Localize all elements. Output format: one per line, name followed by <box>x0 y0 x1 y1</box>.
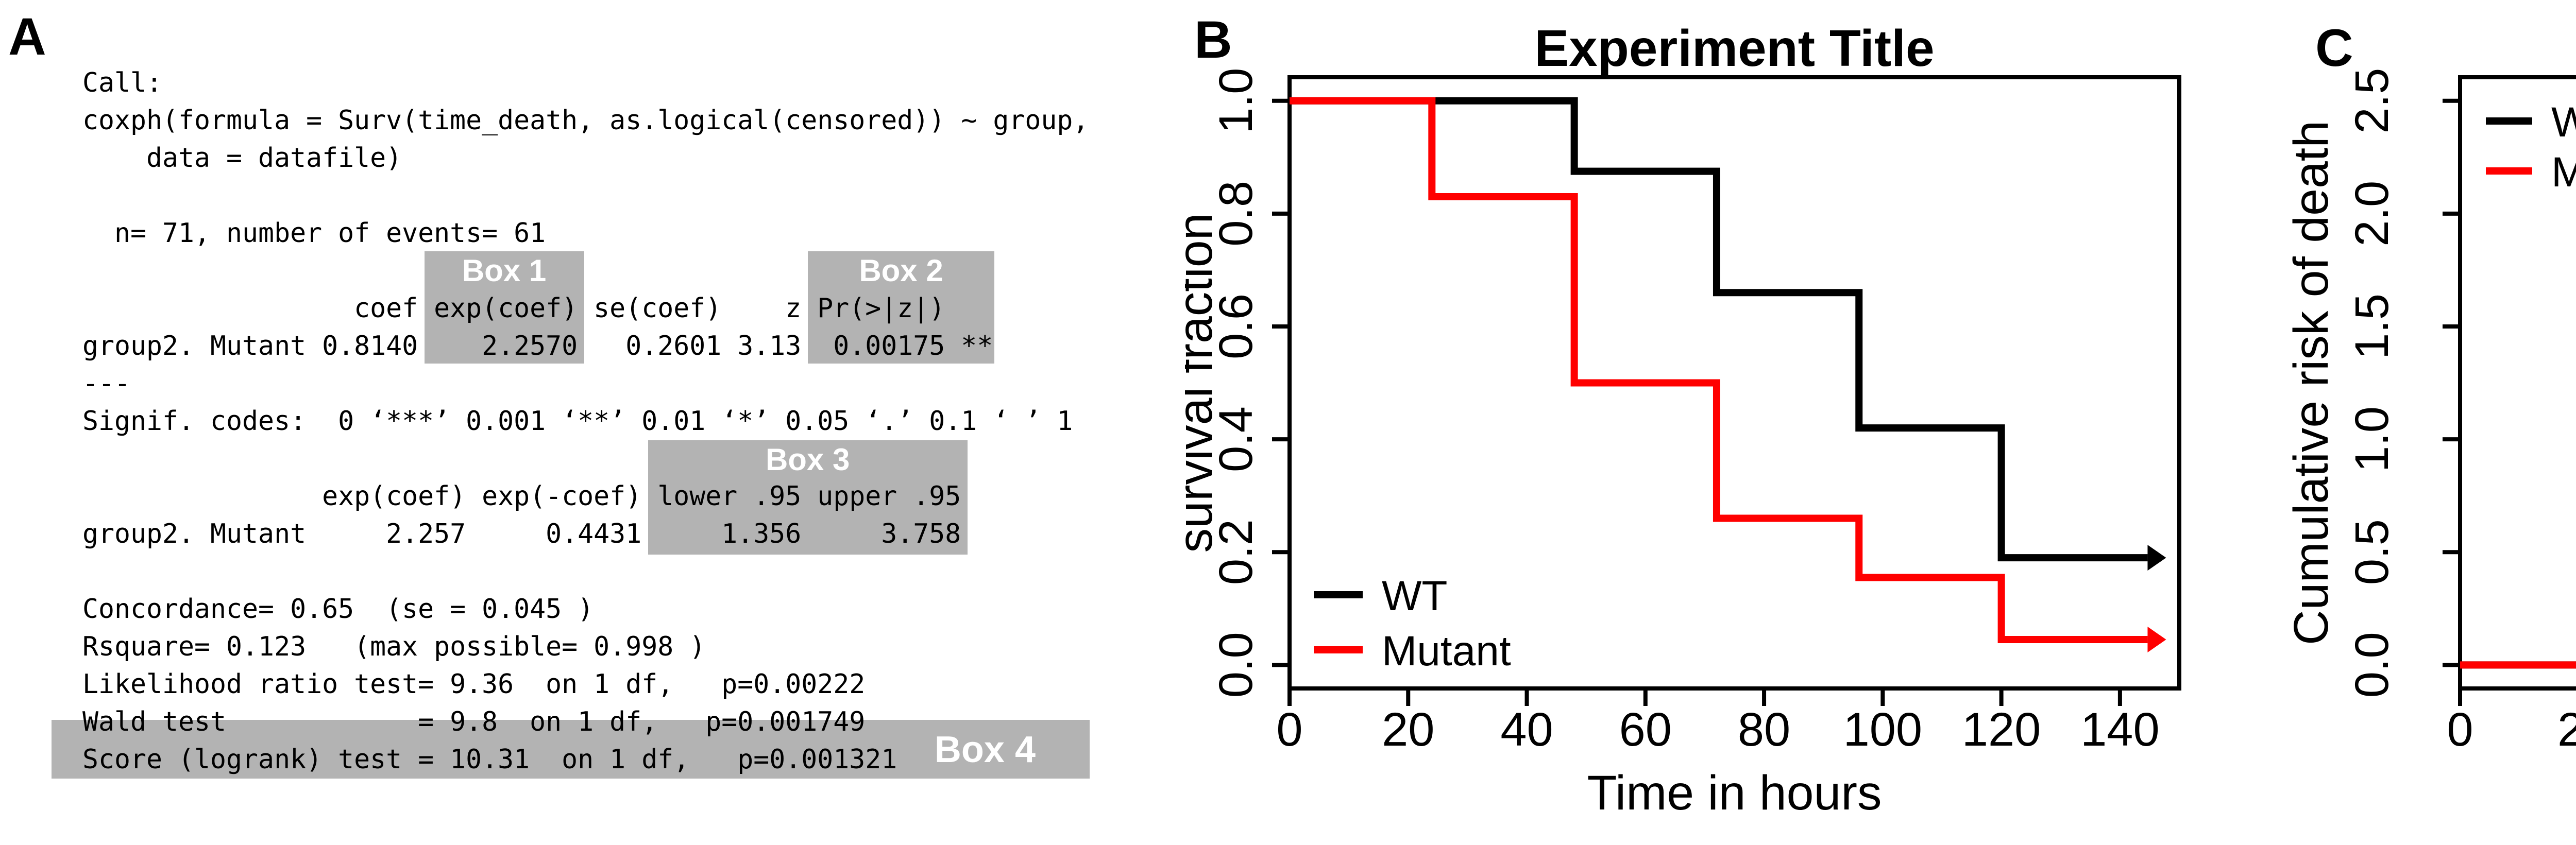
highlight-box-4-label: Box 4 <box>934 729 1036 770</box>
x-tick-label: 40 <box>1500 703 1553 756</box>
x-axis-label: Time in hours <box>1587 766 1882 820</box>
x-tick-label: 20 <box>2557 703 2576 756</box>
y-axis-label: Cumulative risk of death <box>2284 120 2338 645</box>
y-tick-label: 0.5 <box>2346 519 2398 585</box>
r-console: Box 1 Box 2 Box 3 Box 4 Call: coxph(form… <box>0 0 1185 845</box>
x-tick-label: 0 <box>2447 703 2473 756</box>
y-axis-label: survival fraction <box>1185 213 1223 553</box>
y-tick-label: 1.0 <box>2346 406 2398 472</box>
series-WT-arrowhead <box>2147 545 2166 571</box>
y-tick-label: 2.5 <box>2346 68 2398 134</box>
y-tick-label: 1.0 <box>1210 68 1262 134</box>
x-tick-label: 80 <box>1738 703 1790 756</box>
y-tick-label: 0.0 <box>1210 632 1262 698</box>
plot-frame <box>1287 75 2181 691</box>
plot-title: Experiment Title <box>1534 20 1934 77</box>
x-tick-label: 60 <box>1619 703 1672 756</box>
panel-a: A Box 1 Box 2 Box 3 Box 4 Call: coxph(fo… <box>0 0 1185 845</box>
highlight-box-2-label: Box 2 <box>859 253 943 288</box>
series-WT-line <box>2460 661 2576 669</box>
y-tick-label: 1.5 <box>2346 294 2398 359</box>
highlight-box-3-label: Box 3 <box>765 442 850 477</box>
highlight-box-2: Box 2 <box>807 251 995 364</box>
legend-Mutant-label: Mutant <box>2551 149 2576 196</box>
series-Mutant-line <box>1290 97 2148 644</box>
x-tick-label: 120 <box>1962 703 2041 756</box>
highlight-box-1: Box 1 <box>424 251 584 364</box>
x-tick-label: 100 <box>1843 703 1923 756</box>
plot-frame <box>2458 75 2576 691</box>
survival-fraction-plot: Experiment Title Time in hours survival fr… <box>1185 20 2181 820</box>
y-tick-label: 0.2 <box>1210 519 1262 585</box>
x-tick-label: 140 <box>2080 703 2160 756</box>
x-tick-label: 20 <box>1382 703 1434 756</box>
panel-a-label: A <box>8 7 46 66</box>
legend-WT-label: WT <box>2551 99 2576 146</box>
highlight-box-4: Box 4 <box>52 720 1090 779</box>
legend-WT-label: WT <box>1382 573 1447 619</box>
panel-c-label: C <box>2315 19 2353 77</box>
panel-b-label: B <box>1194 10 1232 69</box>
y-tick-label: 0.8 <box>1210 181 1262 247</box>
series-Mutant-arrowhead <box>2147 627 2166 653</box>
y-tick-label: 2.0 <box>2346 181 2398 247</box>
series-WT-line <box>1290 97 2148 562</box>
x-tick-label: 0 <box>1276 703 1302 756</box>
legend-Mutant-label: Mutant <box>1382 628 1511 675</box>
highlight-box-1-label: Box 1 <box>462 253 547 288</box>
y-tick-label: 0.6 <box>1210 294 1262 359</box>
y-tick-label: 0.0 <box>2346 632 2398 698</box>
y-tick-label: 0.4 <box>1210 406 1262 472</box>
r-console-output: Call: coxph(formula = Surv(time_death, a… <box>82 67 1089 775</box>
highlight-box-3: Box 3 <box>648 440 968 555</box>
